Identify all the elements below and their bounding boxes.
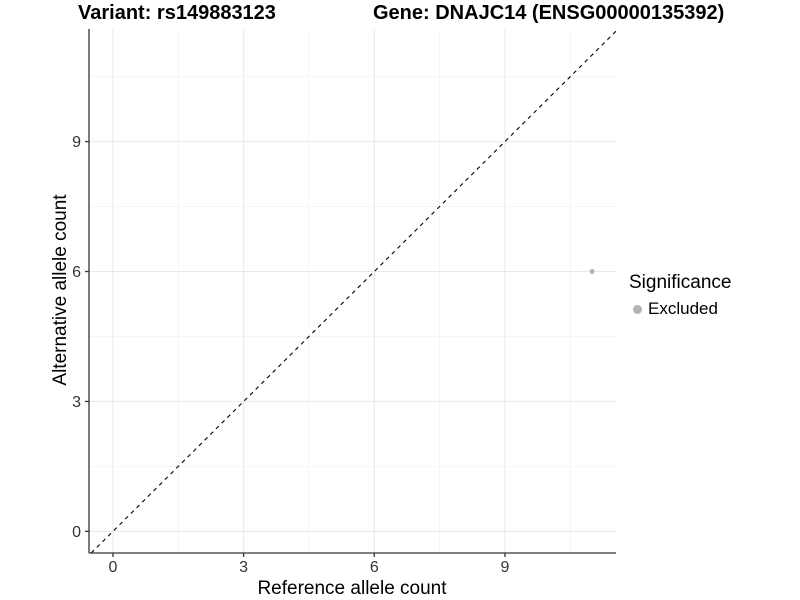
y-tick-label: 0 [72, 524, 81, 541]
x-tick-label: 3 [239, 559, 248, 576]
x-axis-title: Reference allele count [257, 578, 447, 599]
y-axis-title: Alternative allele count [50, 194, 71, 386]
x-tick-label: 0 [109, 559, 118, 576]
legend-item-label: Excluded [648, 299, 718, 318]
identity-line [90, 30, 617, 554]
x-tick-label: 9 [500, 559, 509, 576]
y-tick-label: 6 [72, 264, 81, 281]
legend: Significance Excluded [629, 272, 731, 319]
legend-title: Significance [629, 272, 732, 293]
x-tick-label: 6 [370, 559, 379, 576]
variant-title: Variant: rs149883123 [78, 2, 276, 24]
data-point [589, 269, 595, 275]
y-tick-label: 3 [72, 394, 81, 411]
legend-item-excluded: Excluded [629, 299, 731, 319]
excluded-key-icon [633, 304, 642, 314]
y-tick-label: 9 [72, 134, 81, 151]
gene-title: Gene: DNAJC14 (ENSG00000135392) [373, 2, 725, 24]
